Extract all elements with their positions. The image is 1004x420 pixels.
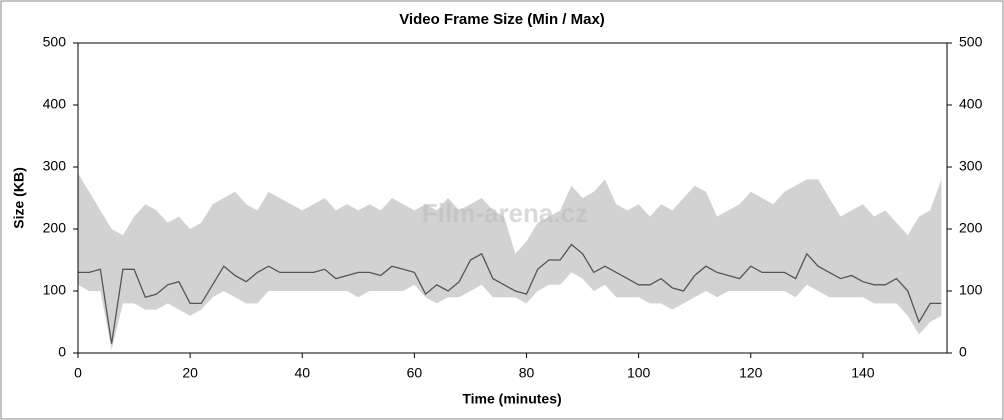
x-tick-label: 40 [294, 365, 310, 381]
x-tick-label: 80 [519, 365, 535, 381]
x-tick-label: 120 [739, 365, 763, 381]
y2-tick-label: 400 [959, 96, 983, 112]
y2-tick-label: 300 [959, 158, 983, 174]
y2-tick-label: 200 [959, 220, 983, 236]
y-tick-label: 500 [43, 34, 67, 50]
x-tick-label: 20 [182, 365, 198, 381]
x-tick-label: 60 [407, 365, 423, 381]
x-tick-label: 100 [627, 365, 651, 381]
line [78, 243, 942, 344]
x-tick-label: 0 [74, 365, 82, 381]
y-tick-label: 0 [58, 344, 66, 360]
y2-tick-label: 0 [959, 344, 967, 360]
y-tick-label: 300 [43, 158, 67, 174]
y-axis-title: Size (KB) [11, 167, 27, 228]
plot-border [77, 42, 948, 354]
chart-title: Video Frame Size (Min / Max) [399, 11, 605, 28]
x-tick-label: 140 [851, 365, 875, 381]
watermark: Film-arena.cz [422, 198, 588, 228]
y2-tick-label: 100 [959, 282, 983, 298]
y-tick-label: 200 [43, 220, 67, 236]
area [78, 272, 942, 353]
y2-tick-label: 500 [959, 34, 983, 50]
y-tick-label: 400 [43, 96, 67, 112]
y-tick-label: 100 [43, 282, 67, 298]
x-axis-title: Time (minutes) [462, 391, 561, 407]
